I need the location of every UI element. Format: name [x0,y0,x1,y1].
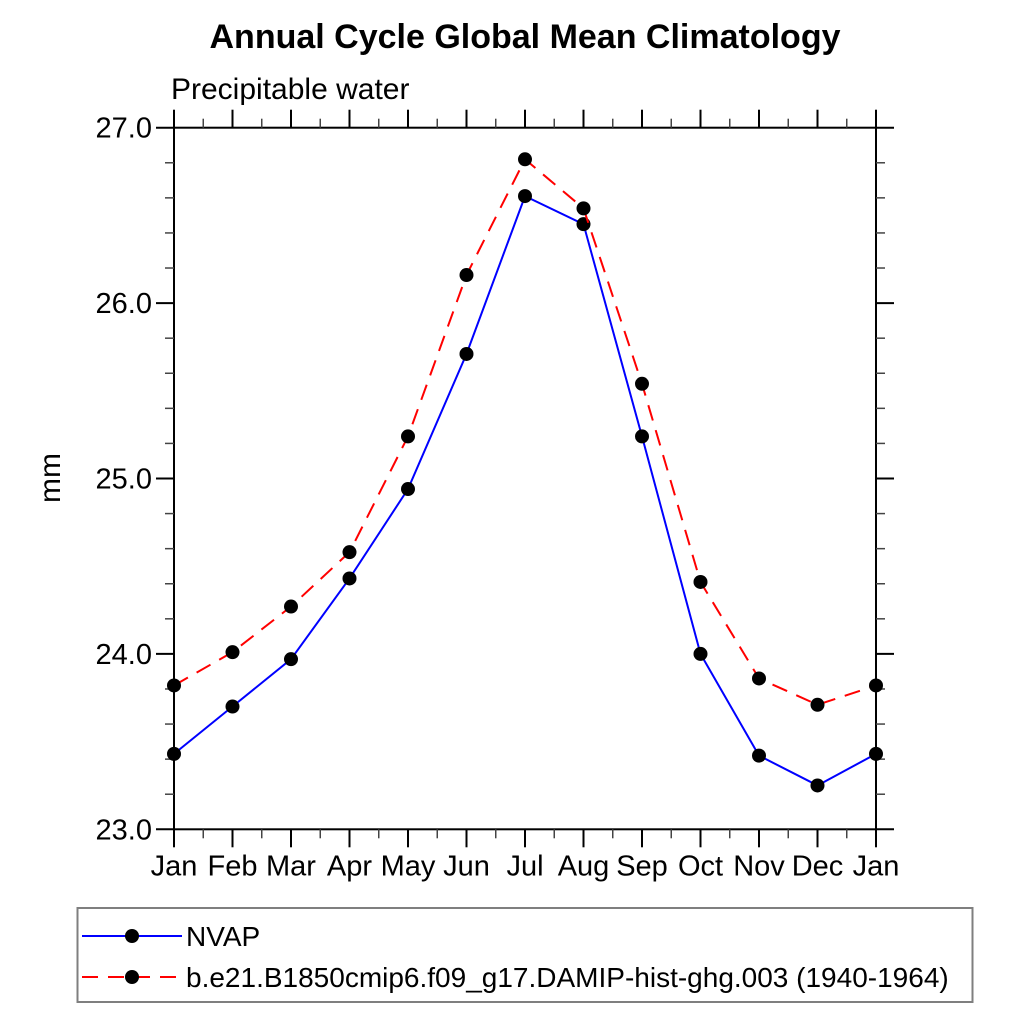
data-point-marker [167,746,181,761]
plot-border [173,126,877,831]
data-point-marker [225,699,240,714]
data-point-marker [810,697,825,712]
data-point-marker [342,545,357,560]
data-point-marker [401,482,415,497]
data-point-marker [167,678,181,693]
data-point-marker [635,376,649,391]
data-point-marker [752,671,766,686]
x-tick-label: Jun [443,850,490,882]
legend-marker-model [125,970,139,984]
y-tick-label: 26.0 [96,288,152,320]
model-line [173,157,877,706]
data-point-marker [459,268,474,283]
x-tick-label: Oct [678,850,723,882]
legend-label-model: b.e21.B1850cmip6.f09_g17.DAMIP-hist-ghg.… [186,962,949,993]
x-tick-label: Jan [853,850,900,882]
x-tick-label: Dec [792,850,844,882]
tick-labels: 23.0 24.0 25.0 26.0 27.0 Jan Feb Mar Apr May Jun Ju… [96,113,900,883]
data-point-marker [869,678,883,693]
nvap-line [173,194,877,787]
x-tick-label: Jan [151,850,198,882]
data-point-marker [225,645,240,660]
data-point-marker [810,778,825,793]
x-tick-label: Sep [616,850,668,882]
data-series [167,152,883,793]
legend-marker-nvap [125,929,139,943]
data-point-marker [459,346,474,361]
x-tick-label: Jul [506,850,543,882]
data-point-marker [693,646,708,661]
data-point-marker [518,152,532,167]
legend-box [76,907,974,1003]
data-point-marker [284,599,298,614]
y-tick-label: 24.0 [96,639,152,671]
data-point-marker [752,748,766,763]
data-point-marker [869,746,883,761]
data-point-marker [342,571,357,586]
y-tick-label: 25.0 [96,464,152,496]
data-point-marker [518,189,532,204]
data-point-marker [576,217,591,232]
data-point-marker [693,574,708,589]
legend: NVAP b.e21.B1850cmip6.f09_g17.DAMIP-hist… [76,907,974,1003]
y-axis-label: mm [34,453,67,503]
axes [156,109,894,848]
chart-subtitle: Precipitable water [171,73,409,106]
legend-label-nvap: NVAP [186,921,260,952]
x-tick-label: May [381,850,436,882]
x-tick-label: Feb [208,850,258,882]
data-point-marker [576,201,591,216]
x-tick-label: Mar [266,850,316,882]
y-tick-label: 23.0 [96,814,152,846]
x-tick-label: Nov [733,850,785,882]
x-tick-label: Apr [327,850,372,882]
chart-title: Annual Cycle Global Mean Climatology [210,18,841,56]
data-point-marker [401,429,415,444]
data-point-marker [284,652,298,667]
x-tick-label: Aug [558,850,610,882]
data-point-marker [635,429,649,444]
y-tick-label: 27.0 [96,113,152,145]
